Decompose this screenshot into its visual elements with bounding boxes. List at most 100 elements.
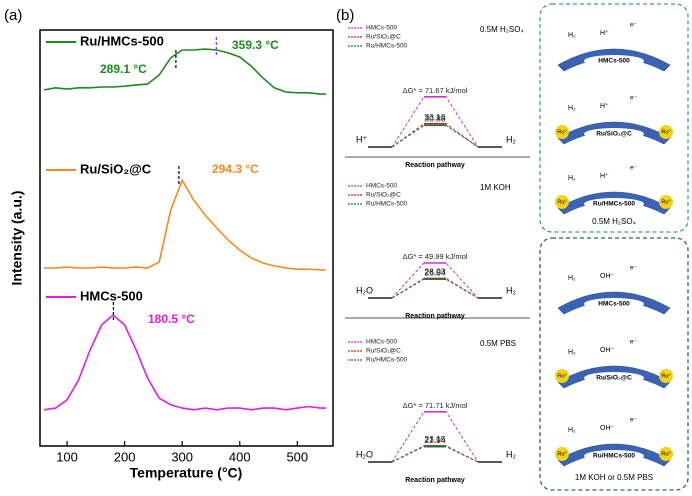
ru-label: Ru⁰ — [557, 372, 567, 379]
value-label: 30.88 — [424, 114, 446, 124]
reactant: H₂O — [356, 449, 373, 459]
value-label: 21.94 — [424, 435, 446, 445]
line-series — [44, 178, 327, 271]
electron-label: e⁻ — [630, 417, 637, 424]
support-label-bg — [584, 450, 644, 462]
ru-label: Ru⁰ — [661, 450, 671, 457]
x-tick-label: 500 — [286, 449, 308, 464]
electron-label: e⁻ — [630, 165, 637, 172]
support-label: Ru/SiO₂@C — [596, 375, 632, 382]
support-label-bg — [584, 298, 644, 310]
electron-label: e⁻ — [630, 339, 637, 346]
energy-profile — [391, 277, 479, 299]
reactant: H⁺ — [356, 134, 367, 144]
legend-label: Ru/SiO₂@C — [366, 192, 401, 199]
legend-label: Ru/SiO₂@C — [366, 34, 401, 41]
x-axis-label: Reaction pathway — [405, 162, 465, 169]
support-label-bg — [584, 55, 644, 67]
value-label: ΔG* = 49.99 kJ/mol — [403, 252, 468, 261]
ru-label: Ru⁰ — [557, 198, 567, 205]
condition: 0.5M H₂SO₄ — [480, 25, 524, 34]
product: H₂ — [506, 285, 516, 295]
x-tick-label: 100 — [56, 449, 78, 464]
ru-particle — [555, 369, 569, 383]
energy-profile — [391, 278, 479, 299]
reactant: H₂O — [356, 285, 373, 295]
product: H₂ — [506, 449, 516, 459]
product: H₂ — [506, 134, 516, 144]
ru-particle — [659, 447, 673, 461]
x-axis-label: Reaction pathway — [405, 477, 465, 484]
support-label: Ru/SiO₂@C — [596, 131, 632, 138]
h2-label: H₂ — [568, 32, 576, 39]
peak-label: 180.5 °C — [148, 312, 195, 326]
caption: 0.5M H₂SO₄ — [592, 217, 636, 226]
energy-profile — [391, 445, 479, 463]
x-axis-label: Temperature (°C) — [130, 465, 243, 481]
legend-label: HMCs-500 — [366, 25, 397, 32]
legend-label: Ru/HMCs-500 — [366, 43, 408, 50]
x-tick-label: 200 — [114, 449, 136, 464]
value-label: ΔG* = 71.67 kJ/mol — [403, 86, 468, 95]
ru-particle — [555, 195, 569, 209]
ion-label: OH⁻ — [600, 425, 615, 432]
energy-profile — [391, 124, 479, 148]
line-series — [43, 313, 327, 411]
support-label-bg — [584, 198, 644, 210]
ru-particle — [659, 125, 673, 139]
support-label-bg — [584, 372, 644, 384]
plot-frame — [39, 29, 334, 447]
electron-label: e⁻ — [630, 22, 637, 29]
value-label: 23.15 — [424, 434, 446, 444]
legend-label: Ru/HMCs-500 — [366, 201, 408, 208]
panel-label: (a) — [4, 7, 22, 24]
peak-label: 359.3 °C — [232, 38, 279, 52]
value-label: 26.84 — [424, 267, 446, 277]
ion-label: H⁺ — [600, 102, 609, 110]
x-tick-label: 300 — [171, 449, 193, 464]
peak-label: 294.3 °C — [212, 162, 259, 176]
ru-particle — [659, 195, 673, 209]
ion-label: H⁺ — [600, 172, 609, 180]
electron-label: e⁻ — [630, 95, 637, 102]
peak-label: 289.1 °C — [100, 62, 147, 76]
x-axis-label: Reaction pathway — [405, 313, 465, 320]
condition: 1M KOH — [480, 183, 511, 192]
ru-label: Ru⁰ — [661, 372, 671, 379]
h2-label: H₂ — [568, 275, 576, 282]
energy-profile — [391, 446, 479, 463]
value-label: 33.16 — [424, 112, 446, 122]
electron-label: e⁻ — [630, 265, 637, 272]
legend-label: Ru/HMCs-500 — [80, 33, 164, 48]
value-label: 28.03 — [424, 267, 446, 277]
legend-label: HMCs-500 — [366, 183, 397, 190]
h2-label: H₂ — [568, 175, 576, 182]
legend-label: Ru/SiO₂@C — [80, 161, 152, 176]
h2-label: H₂ — [568, 105, 576, 112]
y-axis-label: Intensity (a.u.) — [9, 191, 25, 286]
support-label: Ru/HMCs-500 — [593, 453, 635, 460]
ru-particle — [659, 369, 673, 383]
caption: 1M KOH or 0.5M PBS — [575, 473, 653, 482]
support-label: Ru/HMCs-500 — [593, 201, 635, 208]
legend-label: Ru/HMCs-500 — [366, 357, 408, 364]
x-tick-label: 400 — [229, 449, 251, 464]
support-label: HMCs-500 — [598, 301, 630, 308]
line-series — [43, 48, 327, 95]
ru-particle — [555, 447, 569, 461]
ion-label: OH⁻ — [600, 273, 615, 280]
schematic-box — [539, 3, 689, 233]
panel-label: (b) — [336, 7, 354, 24]
support-label-bg — [584, 128, 644, 140]
condition: 0.5M PBS — [480, 339, 516, 348]
legend-label: Ru/SiO₂@C — [366, 348, 401, 355]
ion-label: H⁺ — [600, 29, 609, 37]
legend-label: HMCs-500 — [366, 339, 397, 346]
value-label: ΔG* = 71.71 kJ/mol — [403, 401, 468, 410]
h2-label: H₂ — [568, 349, 576, 356]
ru-label: Ru⁰ — [661, 198, 671, 205]
ion-label: OH⁻ — [600, 347, 615, 354]
ru-label: Ru⁰ — [661, 128, 671, 135]
schematic-box — [539, 237, 689, 491]
